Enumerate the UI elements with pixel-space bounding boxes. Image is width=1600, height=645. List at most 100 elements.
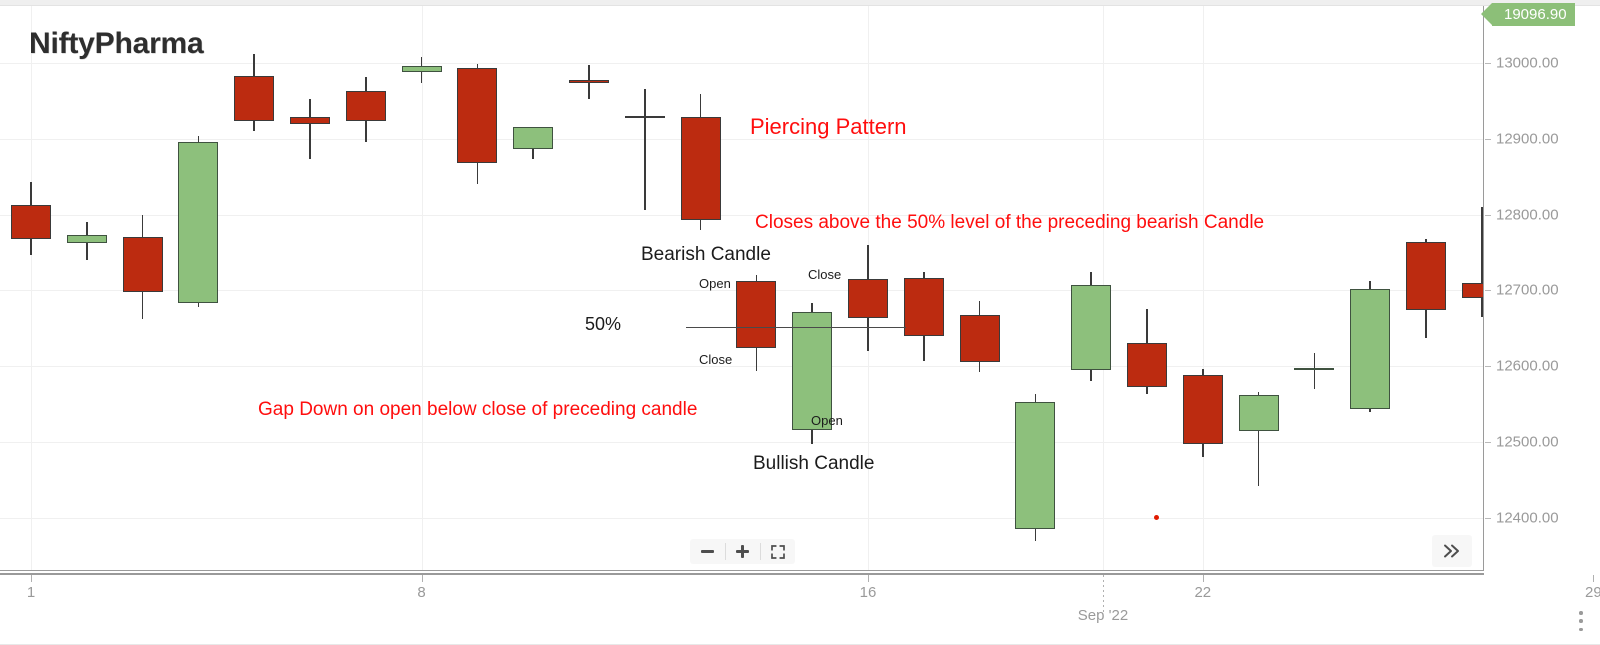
annotation-gap-down: Gap Down on open below close of precedin…: [258, 399, 698, 420]
annotation-bullish-candle: Bullish Candle: [753, 453, 875, 474]
candle-body: [290, 116, 330, 125]
plus-icon: [736, 545, 749, 558]
price-tick: [1485, 517, 1491, 519]
candle-body: [736, 281, 777, 349]
marker-dot: [1154, 515, 1159, 520]
candle-wick: [1313, 352, 1316, 389]
fullscreen-button[interactable]: [760, 539, 795, 564]
candle-body: [513, 127, 554, 149]
annotation-bullish-open: Open: [811, 413, 843, 428]
zoom-in-button[interactable]: [725, 539, 760, 564]
price-axis-label: 12900.00: [1496, 130, 1559, 148]
gridline-vertical: [421, 6, 423, 570]
candle-body: [1350, 288, 1391, 410]
chart-title: NiftyPharma: [29, 27, 204, 60]
candle-body: [624, 115, 665, 119]
plot-area[interactable]: NiftyPharma Piercing Pattern Closes abov…: [0, 6, 1484, 571]
time-axis-label: 22: [1194, 584, 1212, 601]
price-tick: [1485, 290, 1491, 292]
minus-icon: [701, 550, 714, 553]
gridline-horizontal: [0, 366, 1483, 368]
time-tick: [421, 575, 423, 582]
price-tick: [1485, 138, 1491, 140]
annotation-bullish-close: Close: [808, 267, 842, 282]
price-tick: [1485, 214, 1491, 216]
candle-body: [959, 314, 1000, 363]
candle-wick: [644, 89, 646, 210]
candle-body: [401, 65, 442, 72]
candle-body: [680, 117, 721, 220]
candle-body: [66, 235, 107, 243]
candle-body: [1461, 282, 1483, 298]
candle-body: [122, 237, 163, 292]
double-chevron-right-icon: [1444, 544, 1459, 558]
gridline-horizontal: [0, 62, 1483, 64]
annotation-fifty-percent: 50%: [585, 314, 622, 334]
price-axis-label: 12700.00: [1496, 281, 1559, 299]
candle-wick: [1257, 392, 1260, 487]
candle-body: [848, 279, 888, 318]
time-axis-line: [0, 573, 1484, 575]
dot: [1579, 627, 1583, 631]
candle-body: [1182, 375, 1223, 444]
candle-body: [1127, 343, 1167, 388]
fullscreen-icon: [770, 544, 785, 559]
candle-body: [792, 312, 833, 430]
time-axis[interactable]: 181622295 Sep '22: [0, 572, 1600, 645]
gridline-horizontal: [0, 214, 1483, 216]
price-axis-label: 12500.00: [1496, 433, 1559, 451]
dot: [1579, 619, 1583, 623]
annotation-bearish-candle: Bearish Candle: [641, 244, 771, 265]
candle-body: [1294, 367, 1335, 371]
candle-body: [569, 79, 609, 83]
time-axis-label: 8: [417, 584, 426, 601]
candle-body: [1406, 241, 1446, 311]
gridline-vertical: [31, 6, 32, 570]
candle-body: [178, 141, 219, 304]
candle-body: [903, 277, 944, 336]
price-axis-label: 12800.00: [1496, 206, 1559, 224]
candle-body: [457, 68, 498, 163]
time-label-month: Sep '22: [1077, 607, 1129, 624]
candle-wick: [309, 98, 311, 160]
gridline-horizontal: [0, 517, 1483, 519]
price-tick: [1485, 366, 1491, 368]
candle-body: [1238, 395, 1279, 431]
time-tick: [31, 575, 32, 582]
price-axis-label: 13000.00: [1496, 54, 1559, 72]
candlestick-series: [0, 6, 1483, 570]
candle-body: [1071, 285, 1112, 371]
annotation-bearish-open: Open: [699, 276, 731, 291]
time-axis-label: 16: [859, 584, 877, 601]
zoom-out-button[interactable]: [690, 539, 725, 564]
price-axis-label: 12400.00: [1496, 509, 1559, 527]
time-tick: [1593, 575, 1595, 582]
last-price-tag: 19096.90: [1481, 3, 1575, 26]
time-axis-label: 29: [1585, 584, 1600, 601]
time-axis-label: 1: [26, 584, 36, 601]
annotation-closes-above-50: Closes above the 50% level of the preced…: [755, 212, 1265, 233]
candle-body: [234, 75, 275, 122]
candle-body: [1015, 401, 1056, 529]
time-tick: [1202, 575, 1204, 582]
fifty-percent-level-line: [686, 327, 906, 329]
scroll-to-realtime-button[interactable]: [1432, 535, 1472, 567]
top-strip: [0, 0, 1600, 6]
candle-body: [345, 90, 386, 121]
price-tick: [1485, 442, 1491, 444]
time-tick: [868, 575, 869, 582]
month-divider: [1103, 575, 1104, 613]
gridline-vertical: [1202, 6, 1204, 570]
more-options-button[interactable]: [1574, 611, 1588, 631]
annotation-piercing-pattern: Piercing Pattern: [750, 114, 907, 139]
price-tick: [1485, 62, 1491, 64]
dot: [1579, 611, 1583, 615]
candle-wick: [1481, 206, 1483, 317]
annotation-bearish-close: Close: [699, 352, 733, 367]
candle-body: [11, 205, 51, 239]
gridline-horizontal: [0, 442, 1483, 444]
price-axis[interactable]: 13000.00 12900.00 12800.00 12700.00 12600.00…: [1485, 6, 1600, 571]
gridline-horizontal: [0, 138, 1483, 140]
price-axis-label: 12600.00: [1496, 357, 1559, 375]
